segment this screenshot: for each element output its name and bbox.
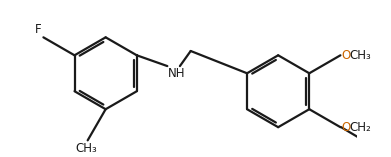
Text: F: F — [35, 23, 41, 36]
Text: NH: NH — [168, 67, 186, 80]
Text: O: O — [341, 121, 351, 134]
Text: CH₃: CH₃ — [75, 142, 97, 155]
Text: O: O — [341, 49, 351, 62]
Text: CH₂: CH₂ — [350, 121, 371, 134]
Text: CH₃: CH₃ — [350, 49, 371, 62]
